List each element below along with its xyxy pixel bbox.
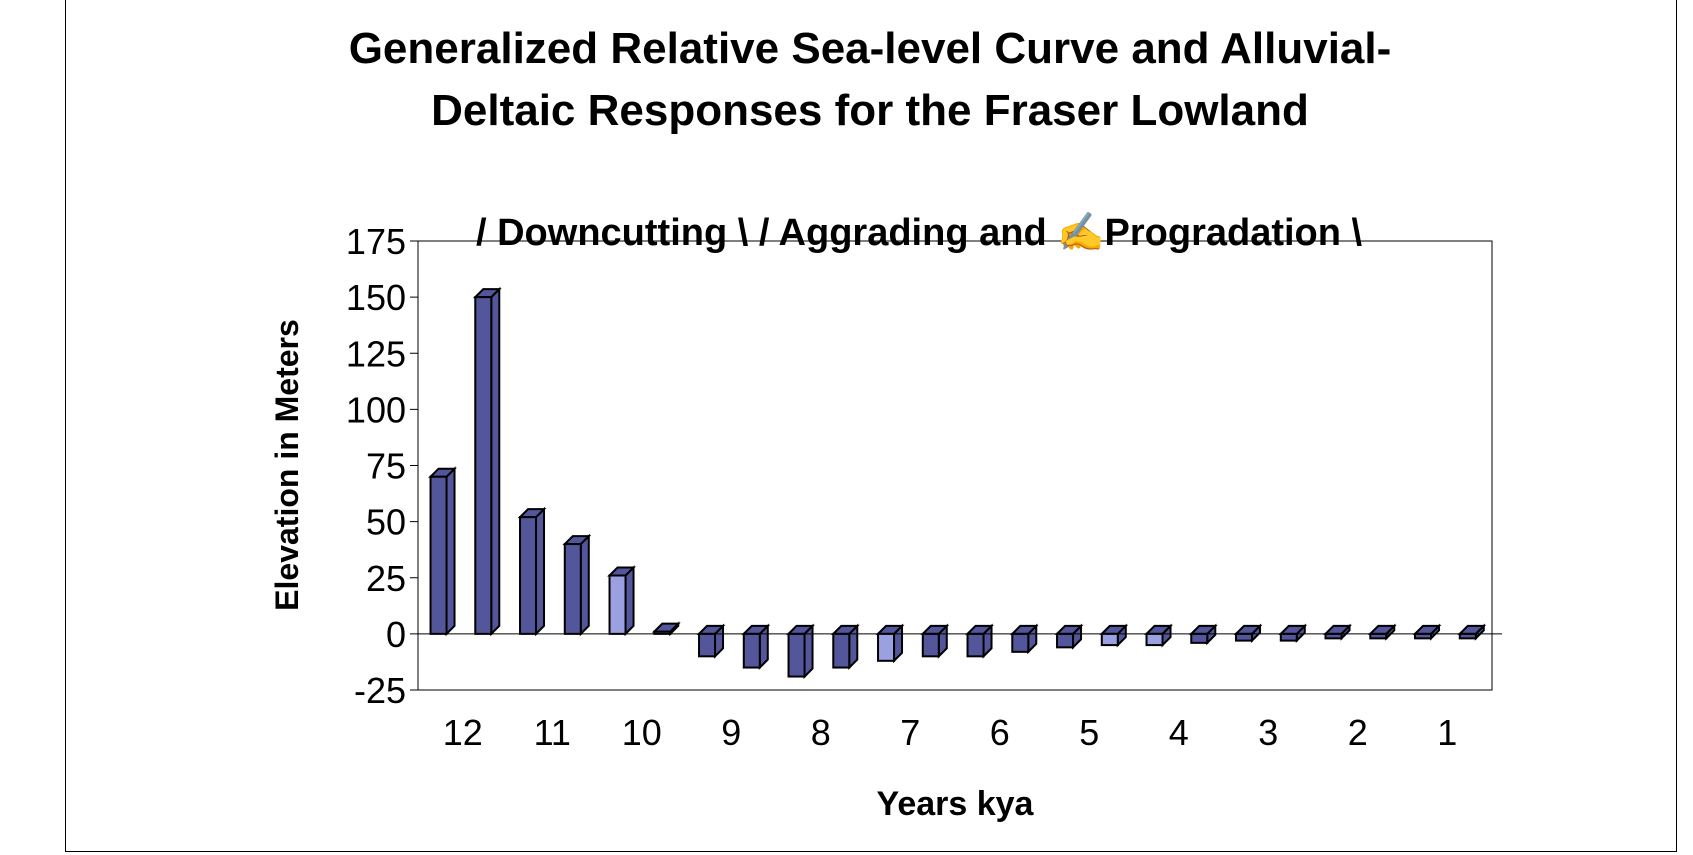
x-tick-label: 9 — [721, 712, 741, 753]
y-tick-label: 50 — [366, 502, 406, 543]
bar-front — [429, 475, 448, 635]
bar-front — [1100, 632, 1119, 647]
bar — [786, 623, 815, 679]
bar-side — [490, 286, 501, 637]
bar-front — [966, 632, 985, 658]
y-tick-label: 0 — [386, 614, 406, 655]
bar — [741, 623, 771, 670]
bar-front — [1056, 632, 1075, 649]
bar — [1367, 623, 1397, 641]
bar — [1278, 623, 1308, 644]
bar — [1099, 623, 1129, 648]
bar-front — [1414, 632, 1433, 640]
bar-front — [563, 543, 582, 635]
bar-front — [1324, 632, 1343, 640]
bar-front — [1458, 632, 1477, 640]
bar — [1144, 623, 1173, 648]
bar-front — [1279, 632, 1298, 642]
bar — [562, 533, 592, 637]
y-axis: 175 150 125 100 75 50 25 0 -25 — [346, 221, 418, 711]
bar-side — [579, 533, 590, 637]
x-tick-label: 6 — [990, 712, 1010, 753]
phase-annotation: / Downcutting \ / Aggrading and ✍Prograd… — [476, 211, 1363, 254]
y-tick-label: 150 — [346, 277, 406, 318]
x-axis-title: Years kya — [877, 785, 1035, 823]
bar — [607, 565, 636, 637]
bar — [965, 623, 994, 659]
x-tick-label: 7 — [900, 712, 920, 753]
bar — [651, 621, 681, 637]
y-tick-label: -25 — [354, 670, 406, 711]
chart-title-line-2: Deltaic Responses for the Fraser Lowland — [431, 86, 1309, 135]
y-tick-label: 125 — [346, 333, 406, 374]
bar-front — [877, 632, 896, 662]
x-tick-label: 8 — [811, 712, 831, 753]
bar-side — [624, 565, 635, 637]
chart-frame — [65, 0, 1677, 852]
bar — [517, 506, 547, 637]
bar — [1054, 623, 1084, 650]
y-tick-label: 175 — [346, 221, 406, 262]
x-tick-label: 12 — [443, 712, 483, 753]
bar — [920, 623, 950, 659]
x-tick-label: 4 — [1169, 712, 1189, 753]
y-tick-label: 25 — [366, 558, 406, 599]
bar-front — [1369, 632, 1388, 640]
x-tick-label: 3 — [1258, 712, 1278, 753]
x-tick-label: 1 — [1437, 712, 1457, 753]
bar-front — [608, 574, 627, 635]
y-tick-label: 100 — [346, 389, 406, 430]
bar-front — [474, 296, 493, 635]
bar — [1323, 623, 1352, 641]
chart-title-line-1: Generalized Relative Sea-level Curve and… — [348, 24, 1392, 73]
y-tick-label: 75 — [366, 446, 406, 487]
bar-front — [1190, 632, 1209, 644]
bar — [1009, 623, 1039, 655]
bar-side — [445, 466, 456, 637]
x-tick-label: 2 — [1348, 712, 1368, 753]
x-tick-label: 10 — [622, 712, 662, 753]
x-axis: 12 11 10 9 8 7 6 5 4 3 2 1 — [443, 712, 1458, 753]
chart-title: Generalized Relative Sea-level Curve and… — [240, 18, 1500, 142]
x-tick-label: 5 — [1079, 712, 1099, 753]
bar — [428, 466, 457, 637]
bar-side — [535, 506, 546, 637]
bar — [1457, 623, 1487, 641]
bar-front — [519, 516, 538, 635]
y-axis-title: Elevation in Meters — [269, 319, 305, 611]
bar-front — [742, 632, 761, 669]
bar — [696, 623, 726, 659]
bar-front — [787, 632, 806, 678]
bar — [1233, 623, 1263, 644]
bar-front — [698, 632, 717, 658]
bar-series — [428, 286, 1487, 679]
x-tick-label: 11 — [534, 712, 571, 753]
bar-front — [1145, 632, 1164, 647]
bar — [1412, 623, 1442, 641]
bar-front — [921, 632, 940, 658]
bar-front — [1235, 632, 1254, 642]
bar-front — [832, 632, 851, 669]
bar — [875, 623, 905, 664]
bar — [472, 286, 502, 637]
bar — [830, 623, 860, 670]
bar-front — [1011, 632, 1030, 653]
